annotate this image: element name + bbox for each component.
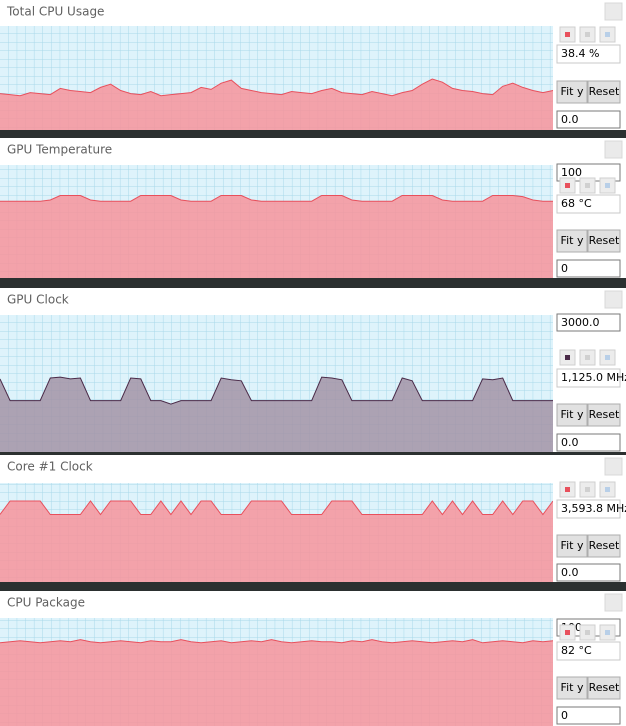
min-field: 0.0 bbox=[561, 566, 579, 579]
color-swatch bbox=[585, 355, 590, 360]
graph-line bbox=[0, 500, 554, 516]
panel-title: Total CPU Usage bbox=[6, 5, 104, 19]
reset-label: Reset bbox=[589, 539, 620, 552]
fit-button[interactable] bbox=[556, 676, 588, 700]
window-gap bbox=[0, 278, 626, 288]
current-value: 68 °C bbox=[561, 197, 592, 210]
color-swatch bbox=[565, 355, 570, 360]
graph-area bbox=[0, 195, 553, 278]
close-button[interactable] bbox=[604, 457, 623, 476]
color-swatch bbox=[585, 487, 590, 492]
color-swatch bbox=[585, 183, 590, 188]
current-value: 3,593.8 MHz bbox=[561, 502, 626, 515]
min-field: 0.0 bbox=[561, 113, 579, 126]
fit-label: Fit y bbox=[561, 85, 584, 98]
title-bar bbox=[0, 138, 626, 165]
color-swatch bbox=[565, 630, 570, 635]
fit-label: Fit y bbox=[561, 408, 584, 421]
color-swatch bbox=[585, 32, 590, 37]
color-swatch bbox=[565, 487, 570, 492]
color-swatch bbox=[605, 32, 610, 37]
color-swatch bbox=[605, 355, 610, 360]
min-field-box[interactable] bbox=[556, 259, 621, 278]
reset-label: Reset bbox=[589, 85, 620, 98]
close-button[interactable] bbox=[604, 593, 623, 612]
graph-line bbox=[0, 639, 554, 644]
fit-button[interactable] bbox=[556, 534, 588, 558]
color-swatch bbox=[605, 487, 610, 492]
title-bar bbox=[0, 591, 626, 618]
current-value: 82 °C bbox=[561, 644, 592, 657]
color-swatch bbox=[565, 32, 570, 37]
min-field-box[interactable] bbox=[556, 110, 621, 129]
fit-label: Fit y bbox=[561, 234, 584, 247]
close-button[interactable] bbox=[604, 290, 623, 309]
reset-label: Reset bbox=[589, 681, 620, 694]
window-gap bbox=[0, 130, 626, 138]
title-bar bbox=[0, 455, 626, 483]
max-field: 3000.0 bbox=[561, 316, 600, 329]
max-field: 100 bbox=[561, 166, 582, 179]
graph-line bbox=[0, 376, 553, 405]
fit-button[interactable] bbox=[556, 80, 588, 104]
window-gap bbox=[0, 452, 626, 455]
reset-button[interactable] bbox=[587, 534, 621, 558]
fit-button[interactable] bbox=[556, 403, 588, 427]
panel-title: CPU Package bbox=[7, 596, 85, 610]
panel-title: Core #1 Clock bbox=[7, 460, 93, 474]
close-button[interactable] bbox=[604, 2, 623, 21]
current-box bbox=[556, 368, 621, 388]
current-box bbox=[556, 44, 621, 64]
reset-button[interactable] bbox=[587, 80, 621, 104]
fit-label: Fit y bbox=[561, 539, 584, 552]
min-field: 0.0 bbox=[561, 436, 579, 449]
window-gap bbox=[0, 582, 626, 591]
min-field: 0 bbox=[561, 709, 568, 722]
graph-line bbox=[0, 195, 553, 202]
min-field-box[interactable] bbox=[556, 563, 621, 582]
current-box bbox=[556, 641, 621, 661]
current-value: 38.4 % bbox=[561, 47, 599, 60]
reset-label: Reset bbox=[589, 408, 620, 421]
color-swatch bbox=[585, 630, 590, 635]
title-bar bbox=[0, 0, 626, 26]
color-swatch bbox=[605, 183, 610, 188]
panel-title: GPU Temperature bbox=[7, 143, 112, 157]
reset-button[interactable] bbox=[587, 403, 621, 427]
graph-area bbox=[0, 501, 553, 582]
title-bar bbox=[0, 288, 626, 315]
min-field-box[interactable] bbox=[556, 433, 621, 452]
graph-area bbox=[0, 639, 553, 726]
graph-area bbox=[0, 377, 553, 452]
graph-area bbox=[0, 79, 553, 130]
max-field-box[interactable] bbox=[556, 313, 621, 332]
panel-title: GPU Clock bbox=[7, 293, 69, 307]
color-swatch bbox=[565, 183, 570, 188]
current-box bbox=[556, 194, 621, 214]
reset-button[interactable] bbox=[587, 229, 621, 253]
reset-button[interactable] bbox=[587, 676, 621, 700]
min-field-box[interactable] bbox=[556, 706, 621, 725]
graph-line bbox=[0, 78, 554, 97]
fit-label: Fit y bbox=[561, 681, 584, 694]
reset-label: Reset bbox=[589, 234, 620, 247]
fit-button[interactable] bbox=[556, 229, 588, 253]
color-swatch bbox=[605, 630, 610, 635]
close-button[interactable] bbox=[604, 140, 623, 159]
current-box bbox=[556, 499, 621, 519]
min-field: 0 bbox=[561, 262, 568, 275]
current-value: 1,125.0 MHz bbox=[561, 371, 626, 384]
